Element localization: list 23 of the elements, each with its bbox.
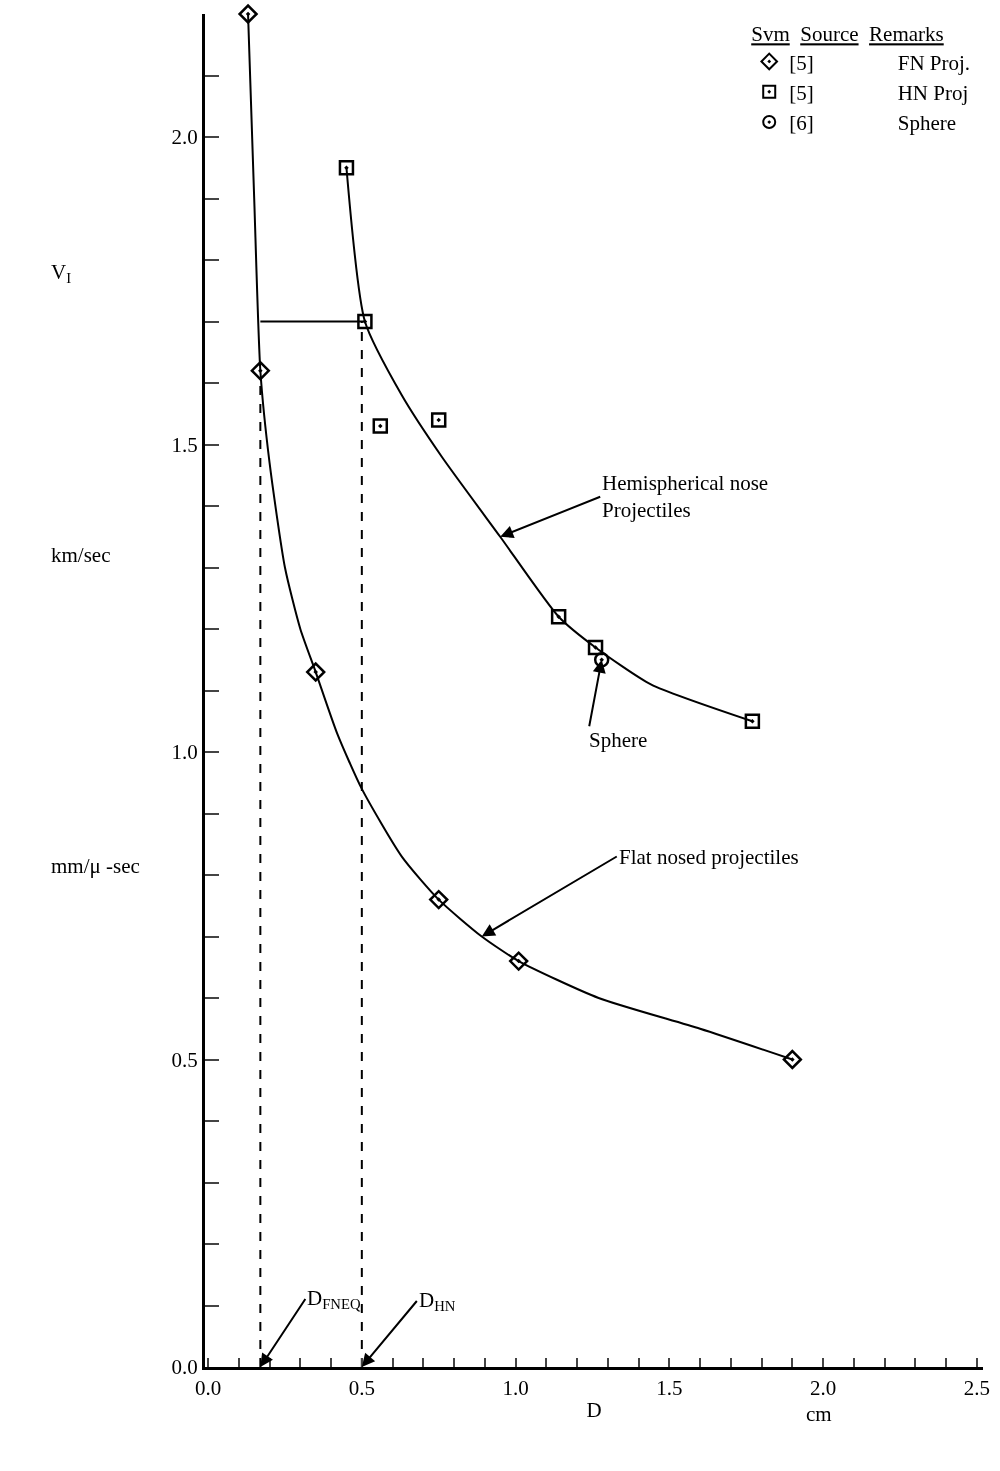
legend-label: [5] FN Proj. — [789, 50, 971, 75]
legend-label: [6] Sphere — [789, 111, 957, 136]
text: mm/μ -sec — [51, 854, 140, 878]
y-tick-label: 1.0 — [171, 740, 198, 765]
y-tick-label: 1.5 — [171, 432, 198, 457]
x-tick-label: 2.0 — [809, 1376, 837, 1401]
annotation: Sphere — [589, 728, 648, 752]
text: km/sec — [51, 543, 111, 567]
x-tick-label: 1.5 — [656, 1376, 683, 1401]
annotation: D$_{HN}$ — [419, 1288, 456, 1315]
y-axis-title: V$_{I}$ — [51, 260, 72, 287]
annotation: Flat nosed projectiles — [619, 845, 799, 869]
x-tick-label: 2.5 — [963, 1376, 990, 1401]
text: cm — [806, 1402, 832, 1426]
legend-title: Svm Source Remarks — [751, 22, 944, 47]
legend-label: [5] HN Proj — [789, 80, 969, 105]
y-tick-label: 2.0 — [171, 125, 198, 150]
y-tick-label: 0.5 — [171, 1047, 198, 1072]
x-tick-label: 0.5 — [348, 1376, 375, 1401]
x-tick-label: 1.0 — [502, 1376, 529, 1401]
x-axis-title: D — [586, 1398, 602, 1423]
annotation: Hemispherical nose Projectiles — [602, 471, 769, 523]
annotation: D$_{FNEQ}$ — [307, 1286, 361, 1313]
